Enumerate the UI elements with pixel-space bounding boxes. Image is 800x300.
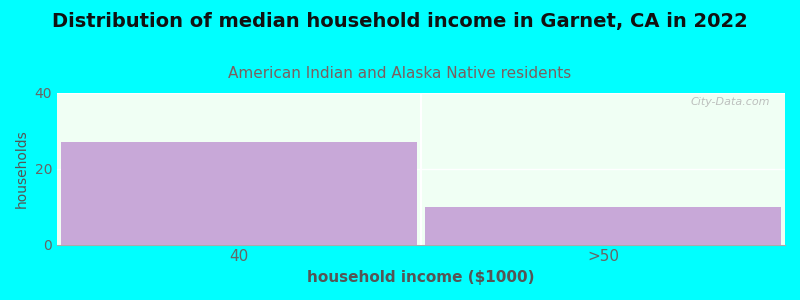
Text: American Indian and Alaska Native residents: American Indian and Alaska Native reside…	[228, 66, 572, 81]
X-axis label: household income ($1000): household income ($1000)	[307, 270, 534, 285]
Bar	[425, 207, 782, 244]
Bar	[61, 142, 418, 244]
Y-axis label: households: households	[15, 129, 29, 208]
Text: City-Data.com: City-Data.com	[691, 97, 770, 107]
Text: Distribution of median household income in Garnet, CA in 2022: Distribution of median household income …	[52, 12, 748, 31]
